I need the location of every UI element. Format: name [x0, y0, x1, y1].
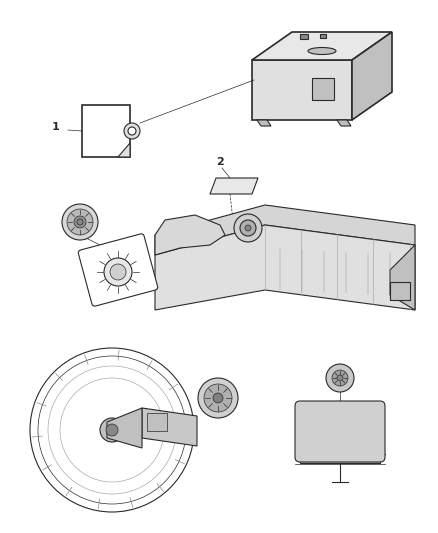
Polygon shape: [210, 178, 258, 194]
Polygon shape: [142, 408, 197, 446]
Circle shape: [100, 418, 124, 442]
Circle shape: [74, 216, 86, 228]
Polygon shape: [257, 120, 271, 126]
Circle shape: [326, 364, 354, 392]
Polygon shape: [252, 32, 392, 60]
Circle shape: [245, 225, 251, 231]
Polygon shape: [107, 408, 142, 448]
Bar: [300, 34, 308, 39]
Circle shape: [213, 393, 223, 403]
Circle shape: [332, 370, 348, 386]
Polygon shape: [337, 120, 351, 126]
Polygon shape: [352, 32, 392, 120]
Circle shape: [234, 214, 262, 242]
Bar: [312, 78, 334, 100]
Circle shape: [110, 264, 126, 280]
FancyBboxPatch shape: [78, 234, 158, 306]
Polygon shape: [155, 205, 415, 255]
Circle shape: [124, 123, 140, 139]
Circle shape: [104, 258, 132, 286]
Circle shape: [77, 219, 83, 225]
Bar: [390, 282, 410, 300]
Circle shape: [67, 209, 93, 235]
Circle shape: [337, 375, 343, 381]
Polygon shape: [155, 215, 225, 255]
Polygon shape: [338, 230, 386, 246]
Polygon shape: [155, 225, 415, 310]
Polygon shape: [390, 245, 415, 310]
Circle shape: [62, 204, 98, 240]
Polygon shape: [118, 143, 130, 157]
Circle shape: [204, 384, 232, 412]
Ellipse shape: [308, 47, 336, 54]
Polygon shape: [252, 60, 352, 120]
Bar: [300, 440, 380, 463]
Circle shape: [198, 378, 238, 418]
Circle shape: [128, 127, 136, 135]
Circle shape: [240, 220, 256, 236]
FancyBboxPatch shape: [295, 401, 385, 462]
Text: 1: 1: [52, 122, 60, 132]
Circle shape: [106, 424, 118, 436]
Polygon shape: [82, 105, 130, 157]
Bar: [320, 34, 326, 38]
Text: 2: 2: [216, 157, 224, 167]
Bar: [147, 413, 167, 431]
Circle shape: [30, 348, 194, 512]
